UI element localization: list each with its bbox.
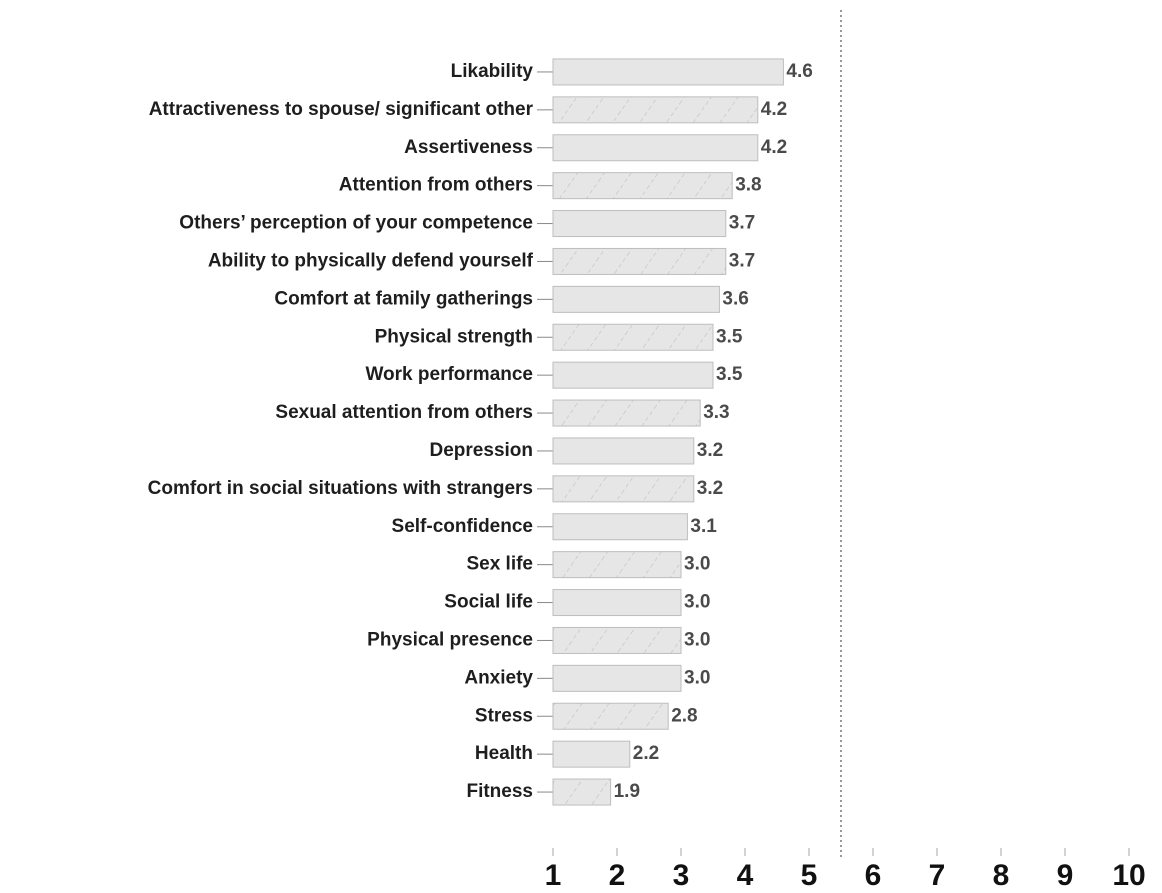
bar-hatch xyxy=(553,703,669,730)
value-label: 1.9 xyxy=(614,781,640,802)
bar-hatch xyxy=(553,779,611,806)
bar xyxy=(552,589,682,617)
bar-hatch xyxy=(553,400,701,427)
bar-hatch xyxy=(553,627,681,654)
category-label: Social life xyxy=(444,592,533,613)
x-tick-label: 10 xyxy=(1112,859,1145,892)
value-label: 3.2 xyxy=(697,478,723,499)
value-label: 3.7 xyxy=(729,250,755,271)
category-label: Comfort at family gatherings xyxy=(274,288,533,309)
value-label: 4.6 xyxy=(786,61,812,82)
x-tick-label: 6 xyxy=(865,859,882,892)
category-label: Others’ perception of your competence xyxy=(179,213,533,234)
category-label: Work performance xyxy=(365,364,533,385)
bar-hatch xyxy=(553,96,758,123)
category-label: Attention from others xyxy=(339,175,533,196)
bar xyxy=(552,664,682,692)
x-tick-label: 1 xyxy=(545,859,562,892)
value-label: 3.6 xyxy=(722,288,748,309)
value-label: 2.2 xyxy=(633,743,659,764)
value-label: 3.5 xyxy=(716,364,743,385)
value-label: 3.2 xyxy=(697,440,723,461)
category-label: Stress xyxy=(475,705,533,726)
value-label: 2.8 xyxy=(671,705,697,726)
category-label: Self-confidence xyxy=(392,516,533,537)
x-tick-label: 7 xyxy=(929,859,946,892)
x-tick-label: 4 xyxy=(737,859,754,892)
category-label: Fitness xyxy=(466,781,533,802)
category-label: Sexual attention from others xyxy=(275,402,533,423)
x-tick-label: 5 xyxy=(801,859,818,892)
bar xyxy=(552,513,688,541)
category-label: Ability to physically defend yourself xyxy=(208,250,534,271)
category-label: Attractiveness to spouse/ significant ot… xyxy=(149,99,534,120)
bar xyxy=(552,134,759,162)
value-label: 3.5 xyxy=(716,326,743,347)
x-tick-label: 3 xyxy=(673,859,690,892)
category-label: Assertiveness xyxy=(404,137,533,158)
bar xyxy=(552,361,714,389)
bar xyxy=(552,58,784,86)
value-label: 3.0 xyxy=(684,629,710,650)
category-label: Likability xyxy=(451,61,534,82)
bar-hatch xyxy=(553,324,713,351)
x-tick-label: 9 xyxy=(1057,859,1074,892)
bar xyxy=(552,437,695,465)
category-label: Physical presence xyxy=(367,629,533,650)
bar xyxy=(552,210,727,238)
bar-hatch xyxy=(553,475,694,502)
value-label: 3.7 xyxy=(729,213,755,234)
value-label: 3.1 xyxy=(690,516,717,537)
bar xyxy=(552,740,631,768)
bar-hatch xyxy=(553,172,733,199)
value-label: 3.0 xyxy=(684,554,710,575)
bar xyxy=(552,285,720,313)
value-label: 3.0 xyxy=(684,667,710,688)
bar-hatch xyxy=(553,551,681,578)
x-tick-label: 8 xyxy=(993,859,1010,892)
category-label: Physical strength xyxy=(375,326,533,347)
category-label: Sex life xyxy=(466,554,533,575)
category-label: Health xyxy=(475,743,533,764)
bar-hatch xyxy=(553,248,726,275)
value-label: 3.8 xyxy=(735,175,761,196)
value-label: 4.2 xyxy=(761,99,787,120)
category-label: Anxiety xyxy=(464,667,533,688)
category-label: Comfort in social situations with strang… xyxy=(148,478,533,499)
value-label: 3.3 xyxy=(703,402,729,423)
x-tick-label: 2 xyxy=(609,859,626,892)
category-label: Depression xyxy=(430,440,533,461)
value-label: 4.2 xyxy=(761,137,787,158)
value-label: 3.0 xyxy=(684,592,710,613)
